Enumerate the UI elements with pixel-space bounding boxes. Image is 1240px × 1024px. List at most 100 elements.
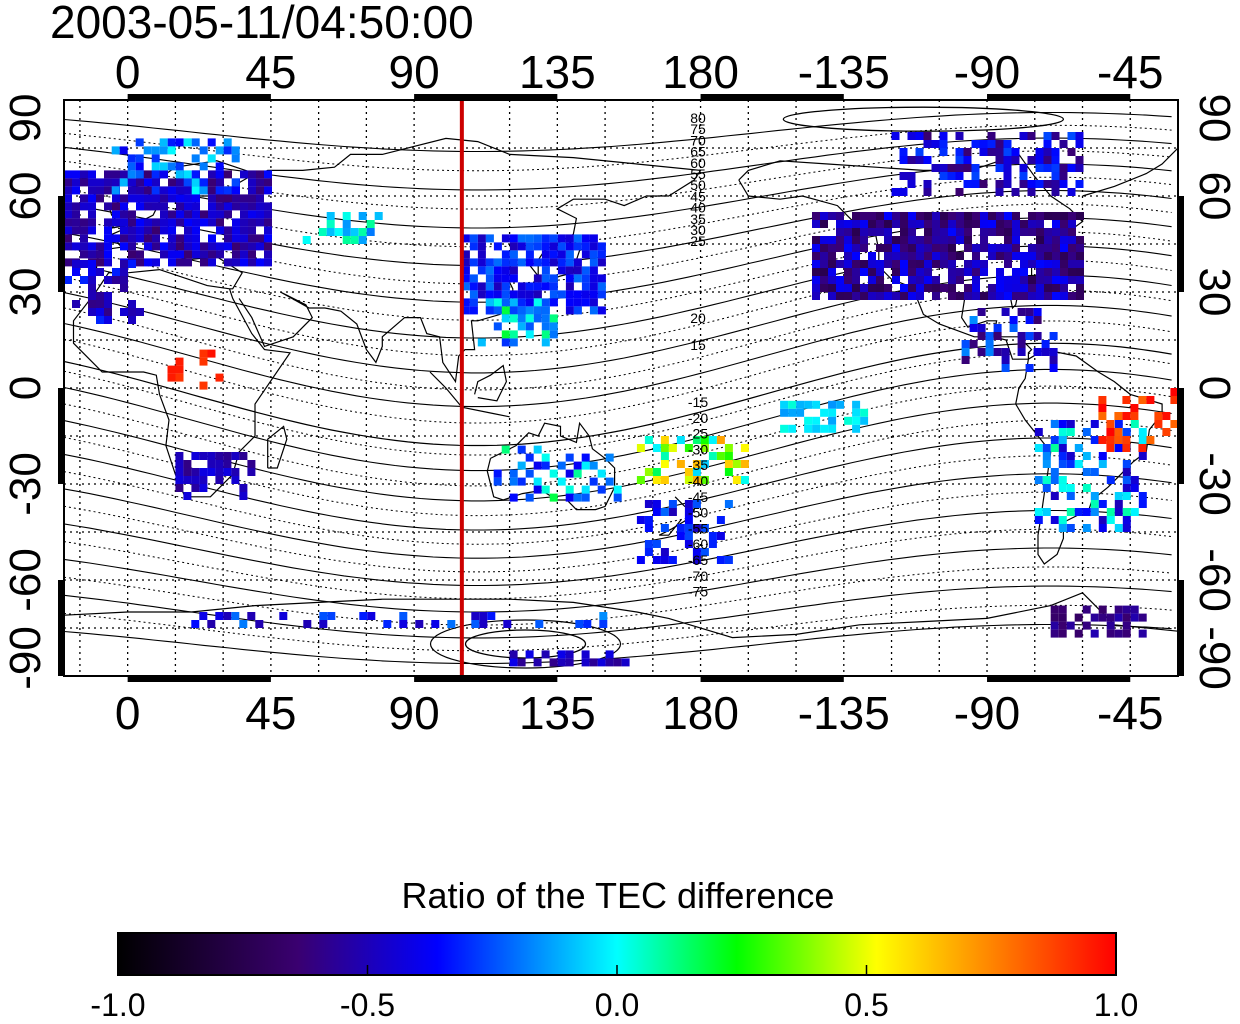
tec-pixel bbox=[112, 268, 120, 276]
tec-pixel bbox=[932, 276, 940, 284]
tec-pixel bbox=[1170, 420, 1178, 428]
tec-pixel bbox=[533, 477, 542, 486]
tec-pixel bbox=[597, 250, 606, 259]
tec-pixel bbox=[248, 178, 256, 187]
tec-pixel bbox=[64, 234, 72, 243]
tec-pixel bbox=[1090, 420, 1099, 428]
tec-pixel bbox=[485, 258, 494, 267]
tec-pixel bbox=[549, 234, 558, 243]
tec-pixel bbox=[1028, 244, 1036, 252]
tec-pixel bbox=[995, 188, 1004, 196]
tec-pixel bbox=[152, 194, 160, 203]
tec-pixel bbox=[96, 186, 104, 195]
tec-pixel bbox=[599, 620, 608, 628]
tec-pixel bbox=[796, 400, 805, 409]
tec-pixel bbox=[1050, 444, 1059, 452]
tec-pixel bbox=[1076, 292, 1084, 300]
tec-pixel bbox=[128, 242, 136, 251]
tec-pixel bbox=[987, 148, 996, 156]
tec-pixel bbox=[844, 292, 852, 300]
tec-pixel bbox=[956, 276, 964, 284]
tec-pixel bbox=[1036, 236, 1044, 244]
tec-pixel bbox=[487, 612, 496, 620]
tec-pixel bbox=[1012, 292, 1020, 300]
tec-pixel bbox=[517, 322, 526, 331]
tec-pixel bbox=[932, 252, 940, 260]
tec-pixel bbox=[1051, 180, 1060, 188]
tec-pixel bbox=[119, 146, 128, 155]
tec-pixel bbox=[987, 140, 996, 148]
tec-pixel bbox=[247, 612, 256, 620]
tec-pixel bbox=[985, 340, 994, 348]
tec-pixel bbox=[1162, 412, 1171, 420]
tec-pixel bbox=[1138, 444, 1147, 452]
tec-pixel bbox=[176, 194, 184, 203]
tec-pixel bbox=[1042, 444, 1051, 452]
tec-pixel bbox=[692, 548, 701, 556]
tec-pixel bbox=[104, 292, 112, 300]
tec-pixel bbox=[1020, 292, 1028, 300]
tec-pixel bbox=[1098, 516, 1107, 524]
tec-pixel bbox=[812, 212, 820, 220]
tec-pixel bbox=[1028, 212, 1036, 220]
tec-pixel bbox=[248, 194, 256, 203]
tec-pixel bbox=[988, 284, 996, 292]
tec-pixel bbox=[501, 274, 510, 283]
tec-pixel bbox=[820, 276, 828, 284]
tec-pixel bbox=[636, 476, 645, 484]
tec-pixel bbox=[1076, 268, 1084, 276]
tec-pixel bbox=[868, 284, 876, 292]
tec-pixel bbox=[1106, 420, 1115, 428]
tec-pixel bbox=[1114, 605, 1123, 614]
tec-pixel bbox=[199, 186, 208, 195]
tec-pixel bbox=[971, 180, 980, 188]
tec-pixel bbox=[1042, 476, 1051, 484]
tec-pixel bbox=[836, 276, 844, 284]
tec-pixel bbox=[1003, 140, 1012, 148]
tec-pixel bbox=[565, 650, 574, 659]
tec-pixel bbox=[852, 268, 860, 276]
tec-pixel bbox=[533, 298, 542, 307]
tec-pixel bbox=[907, 180, 916, 188]
tec-pixel bbox=[860, 212, 868, 220]
tec-pixel bbox=[1049, 356, 1058, 364]
tec-pixel bbox=[1017, 340, 1026, 348]
tec-pixel bbox=[1066, 460, 1075, 468]
tec-pixel bbox=[884, 228, 892, 236]
tec-pixel bbox=[232, 202, 240, 211]
tec-pixel bbox=[175, 460, 184, 468]
tec-pixel bbox=[461, 234, 470, 243]
tec-pixel bbox=[184, 194, 192, 203]
tec-pixel bbox=[525, 493, 534, 502]
tec-pixel bbox=[1050, 436, 1059, 444]
tec-pixel bbox=[509, 493, 518, 502]
tec-pixel bbox=[916, 244, 924, 252]
tec-pixel bbox=[215, 186, 224, 195]
timestamp-title: 2003-05-11/04:50:00 bbox=[50, 0, 474, 48]
tec-pixel bbox=[215, 373, 224, 382]
tec-pixel bbox=[979, 180, 988, 188]
tec-pixel bbox=[399, 620, 408, 628]
tec-pixel bbox=[836, 284, 844, 292]
tec-pixel bbox=[589, 234, 598, 243]
tec-pixel bbox=[740, 460, 749, 468]
tec-pixel bbox=[208, 218, 216, 227]
tec-pixel bbox=[1074, 613, 1083, 622]
tec-pixel bbox=[573, 461, 582, 470]
tec-pixel bbox=[820, 424, 829, 433]
tec-pixel bbox=[900, 236, 908, 244]
bottom-tick-bar bbox=[700, 676, 844, 682]
tec-pixel bbox=[1058, 476, 1067, 484]
tec-pixel bbox=[1044, 212, 1052, 220]
tec-pixel bbox=[860, 408, 869, 417]
tec-pixel bbox=[167, 162, 176, 171]
tec-pixel bbox=[1068, 236, 1076, 244]
tec-pixel bbox=[908, 276, 916, 284]
tec-pixel bbox=[956, 268, 964, 276]
latitude-labels-right: 90 60 30 0 -30 -60 -90 bbox=[1190, 94, 1239, 690]
tec-pixel bbox=[1060, 212, 1068, 220]
tec-pixel bbox=[876, 292, 884, 300]
tec-pixel bbox=[224, 210, 232, 219]
tec-pixel bbox=[1027, 132, 1036, 140]
